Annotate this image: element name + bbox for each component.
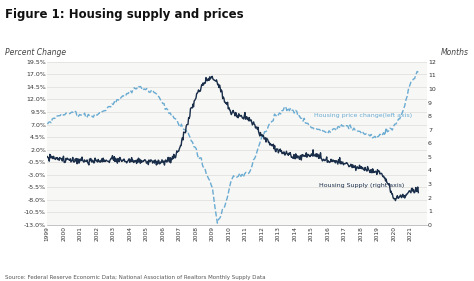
Housing price change(left axis) [273, 114, 279, 117]
Text: Housing Supply (right axis): Housing Supply (right axis) [319, 183, 405, 188]
Housing Supply (right axis) [293, 152, 299, 155]
Housing price change(left axis) [358, 132, 364, 135]
Housing price change(left axis) [382, 134, 388, 137]
Housing Supply (right axis) [416, 191, 421, 194]
Housing Supply (right axis) [110, 157, 116, 161]
Housing price change(left axis) [414, 70, 420, 73]
Housing Supply (right axis) [140, 159, 146, 163]
Housing Supply (right axis) [392, 199, 398, 202]
Housing Supply (right axis) [213, 80, 219, 83]
Housing price change(left axis) [215, 221, 220, 225]
Text: Months: Months [441, 48, 469, 57]
Housing price change(left axis) [265, 125, 271, 128]
Housing Supply (right axis) [210, 75, 215, 78]
Housing Supply (right axis) [325, 160, 330, 164]
Housing Supply (right axis) [264, 137, 270, 140]
Housing price change(left axis) [416, 71, 421, 74]
Text: Source: Federal Reserve Economic Data; National Association of Realtors Monthly : Source: Federal Reserve Economic Data; N… [5, 275, 265, 280]
Line: Housing Supply (right axis): Housing Supply (right axis) [47, 76, 419, 201]
Text: Figure 1: Housing supply and prices: Figure 1: Housing supply and prices [5, 8, 243, 21]
Text: Percent Change: Percent Change [5, 48, 66, 57]
Housing price change(left axis) [267, 122, 273, 125]
Line: Housing price change(left axis): Housing price change(left axis) [47, 71, 419, 223]
Housing price change(left axis) [45, 123, 50, 126]
Housing price change(left axis) [46, 121, 52, 124]
Text: Housing price change(left axis): Housing price change(left axis) [314, 113, 412, 118]
Housing Supply (right axis) [45, 155, 50, 158]
